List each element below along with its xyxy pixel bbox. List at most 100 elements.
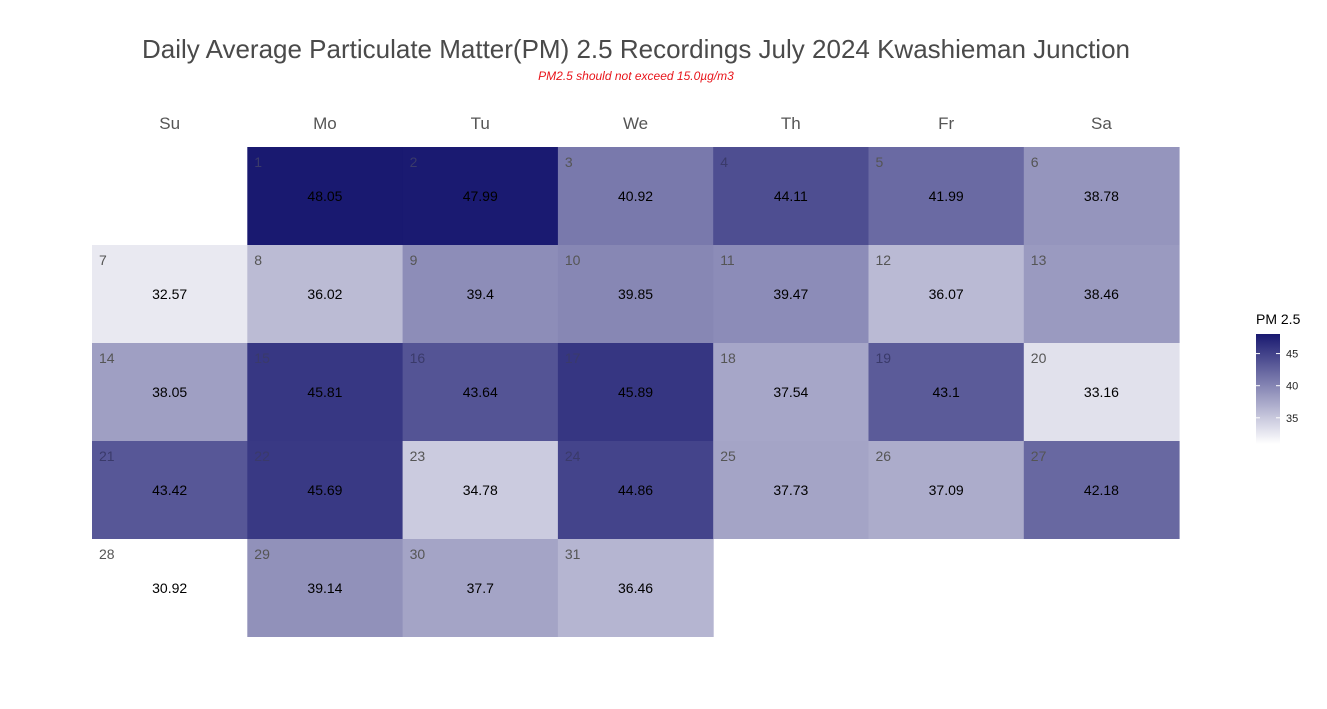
day-cell: 13 38.46: [1023, 245, 1180, 343]
day-cell-fill: [713, 441, 869, 539]
weekday-label: Su: [159, 114, 180, 133]
day-number: 9: [410, 252, 418, 268]
day-cell-fill: [557, 147, 714, 245]
day-number: 26: [876, 448, 892, 464]
day-cell: 11 39.47: [713, 245, 869, 343]
day-cell-fill: [1023, 147, 1180, 245]
day-number: 11: [720, 252, 735, 268]
day-cell-fill: [402, 343, 559, 441]
day-cell-fill: [402, 441, 559, 539]
day-number: 4: [720, 154, 728, 170]
chart-subtitle: PM2.5 should not exceed 15.0µg/m3: [538, 69, 734, 83]
day-cell-fill: [868, 343, 1025, 441]
day-value-label: 40.92: [618, 188, 653, 204]
day-cell-fill: [1023, 441, 1180, 539]
day-number: 8: [254, 252, 262, 268]
day-cell: 18 37.54: [713, 343, 869, 441]
day-cell-fill: [1023, 343, 1180, 441]
day-cell-fill: [92, 539, 248, 637]
weekday-label: We: [623, 114, 648, 133]
day-cell-fill: [1023, 245, 1180, 343]
day-value-label: 41.99: [929, 188, 964, 204]
day-cell: 732.57: [92, 245, 248, 343]
day-cell: 638.78: [1023, 147, 1180, 245]
day-cell: 541.99: [868, 147, 1025, 245]
day-value-label: 47.99: [463, 188, 498, 204]
legend-title: PM 2.5: [1256, 311, 1301, 327]
day-cell-fill: [247, 539, 404, 637]
day-cell: 25 37.73: [713, 441, 869, 539]
day-cell: 21 43.42: [92, 441, 248, 539]
day-value-label: 30.92: [152, 580, 187, 596]
day-cell: 15 45.81: [247, 343, 404, 441]
day-value-label: 45.81: [307, 384, 342, 400]
day-value-label: 39.14: [307, 580, 342, 596]
day-number: 23: [410, 448, 426, 464]
day-cell: 14 38.05: [92, 343, 248, 441]
day-value-label: 43.42: [152, 482, 187, 498]
day-cell: 20 33.16: [1023, 343, 1180, 441]
legend: PM 2.5 35 40 45: [1256, 311, 1301, 444]
day-value-label: 36.07: [929, 286, 964, 302]
day-cell: 836.02: [247, 245, 404, 343]
day-value-label: 38.05: [152, 384, 187, 400]
day-value-label: 44.86: [618, 482, 653, 498]
day-cell-fill: [92, 441, 248, 539]
day-number: 29: [254, 546, 270, 562]
legend-tick-label: 40: [1286, 381, 1298, 393]
day-value-label: 33.16: [1084, 384, 1119, 400]
day-cell: 22 45.69: [247, 441, 404, 539]
day-number: 19: [876, 350, 892, 366]
legend-tick-label: 45: [1286, 349, 1298, 361]
weekday-label: Sa: [1091, 114, 1112, 133]
weekday-label: Fr: [938, 114, 954, 133]
day-value-label: 36.02: [307, 286, 342, 302]
day-cell-fill: [402, 539, 559, 637]
day-cell: 444.11: [713, 147, 869, 245]
day-number: 21: [99, 448, 115, 464]
day-cell-fill: [557, 343, 714, 441]
day-cell-fill: [402, 245, 559, 343]
day-cell: 17 45.89: [557, 343, 714, 441]
day-number: 5: [876, 154, 884, 170]
day-number: 28: [99, 546, 115, 562]
legend-ticks: 35 40 45: [1256, 349, 1298, 425]
day-value-label: 48.05: [307, 188, 342, 204]
day-value-label: 37.73: [773, 482, 808, 498]
day-value-label: 39.85: [618, 286, 653, 302]
day-cell: 26 37.09: [868, 441, 1025, 539]
calendar-grid: 148.05247.99340.92444.11541.99638.78732.…: [92, 147, 1180, 637]
legend-tick-label: 35: [1286, 413, 1298, 425]
day-number: 20: [1031, 350, 1047, 366]
day-value-label: 38.46: [1084, 286, 1119, 302]
day-cell-fill: [247, 343, 404, 441]
day-value-label: 34.78: [463, 482, 498, 498]
day-cell-fill: [557, 539, 714, 637]
day-cell-fill: [92, 343, 248, 441]
day-cell-fill: [247, 147, 404, 245]
day-cell-fill: [713, 245, 869, 343]
day-value-label: 37.09: [929, 482, 964, 498]
day-value-label: 37.54: [773, 384, 808, 400]
day-cell-fill: [868, 245, 1025, 343]
day-value-label: 45.89: [618, 384, 653, 400]
day-number: 13: [1031, 252, 1047, 268]
day-value-label: 39.47: [773, 286, 808, 302]
day-cell: 19 43.1: [868, 343, 1025, 441]
day-number: 31: [565, 546, 581, 562]
day-value-label: 36.46: [618, 580, 653, 596]
day-number: 16: [410, 350, 426, 366]
day-cell: 12 36.07: [868, 245, 1025, 343]
day-cell: 23 34.78: [402, 441, 559, 539]
day-cell: 28 30.92: [92, 539, 248, 637]
day-cell: 27 42.18: [1023, 441, 1180, 539]
day-number: 2: [410, 154, 418, 170]
day-value-label: 39.4: [467, 286, 494, 302]
day-value-label: 44.11: [774, 188, 808, 204]
day-cell-fill: [92, 245, 248, 343]
weekday-label: Tu: [471, 114, 490, 133]
day-cell: 29 39.14: [247, 539, 404, 637]
day-value-label: 37.7: [467, 580, 494, 596]
day-cell: 148.05: [247, 147, 404, 245]
day-value-label: 38.78: [1084, 188, 1119, 204]
